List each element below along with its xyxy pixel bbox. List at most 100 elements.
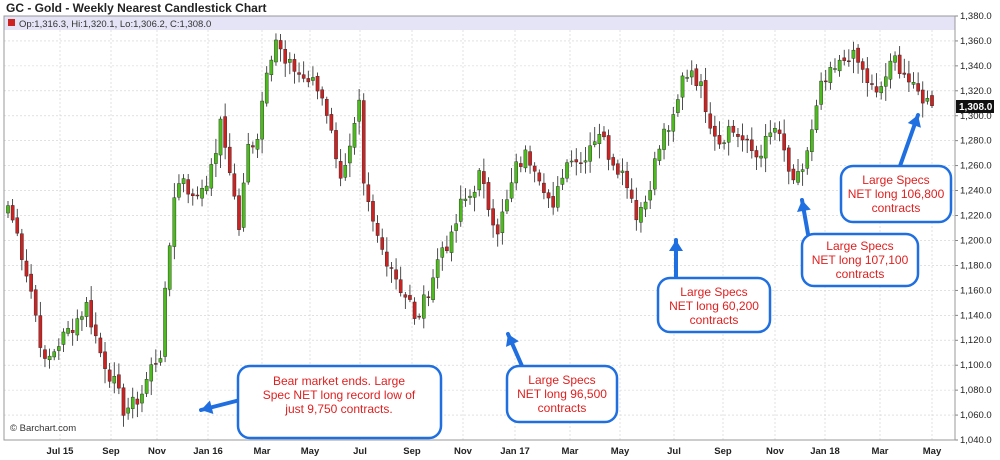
candle-body (107, 369, 112, 382)
candle-body (773, 128, 777, 133)
y-tick-label: 1,200.0 (960, 235, 992, 246)
candle-body (634, 200, 639, 221)
candle-body (731, 125, 736, 133)
candle-body (454, 223, 458, 231)
candle-body (200, 188, 204, 199)
candle-body (620, 170, 625, 173)
candle-body (154, 363, 158, 365)
candle-body (190, 193, 195, 197)
candle-body (357, 99, 361, 122)
candle-body (232, 173, 237, 197)
candle-body (394, 269, 398, 280)
candle-body (426, 296, 431, 298)
y-tick-label: 1,140.0 (960, 310, 992, 321)
candle-body (837, 59, 842, 72)
candle-body (639, 206, 643, 223)
candle-body (592, 141, 597, 145)
candle-body (602, 131, 606, 138)
annotation-box (505, 364, 619, 424)
annotation-box (800, 232, 920, 288)
annotation-line: NET long 60,200 (669, 299, 759, 313)
candle-body (140, 393, 144, 404)
candle-body (671, 114, 676, 132)
candle-body (241, 182, 246, 228)
candle-body (754, 150, 759, 158)
x-tick-label: Jul 15 (47, 446, 75, 457)
candle-body (366, 184, 371, 202)
y-axis: 1,040.0 1,060.0 1,080.0 1,100.0 1,120.0 1,140… (955, 11, 992, 446)
candle-body (408, 295, 412, 300)
candle-body (851, 49, 856, 59)
candle-body (306, 78, 311, 83)
candle-body (195, 194, 200, 197)
x-tick-label: Nov (148, 446, 167, 457)
candle-body (371, 201, 375, 222)
candle-body (70, 330, 75, 333)
candle-body (283, 49, 288, 64)
candle-body (297, 72, 301, 75)
candle-body (888, 60, 893, 80)
candle-body (500, 211, 505, 233)
candle-body (920, 89, 925, 104)
candle-body (269, 59, 274, 76)
candle-body (856, 47, 860, 63)
candle-body (33, 289, 38, 316)
candle-body (126, 407, 130, 414)
x-tick-label: Mar (562, 446, 579, 457)
candle-body (560, 177, 565, 185)
candle-body (38, 315, 43, 348)
candle-body (172, 197, 177, 247)
candle-body (676, 99, 680, 113)
x-tick-label: Jan 17 (500, 446, 530, 457)
y-tick-label: 1,100.0 (960, 360, 992, 371)
candle-body (509, 182, 514, 199)
candle-body (417, 315, 421, 318)
candle-body (10, 205, 15, 221)
annotation-arrowhead (669, 240, 683, 251)
candle-body (648, 190, 652, 201)
candle-body (597, 134, 602, 144)
annotation-line: NET long 96,500 (517, 387, 607, 401)
candle-body (177, 183, 181, 198)
candle-body (722, 142, 726, 144)
candle-body (657, 148, 662, 161)
candle-body (375, 223, 380, 236)
candle-body (916, 83, 920, 92)
candle-body (537, 172, 542, 182)
annotation-line: Spec NET long record low of (263, 388, 416, 402)
y-tick-label: 1,060.0 (960, 410, 992, 421)
candle-body (227, 146, 232, 173)
candle-body (911, 82, 916, 85)
candle-body (144, 379, 149, 394)
candle-body (343, 165, 348, 178)
y-tick-label: 1,240.0 (960, 186, 992, 197)
x-tick-label: Sep (403, 446, 421, 457)
candle-body (828, 67, 833, 83)
candle-body (20, 233, 24, 260)
candle-body (616, 163, 620, 175)
candle-body (117, 374, 121, 389)
candle-body (274, 39, 278, 63)
candle-body (625, 170, 629, 189)
candle-body (324, 98, 329, 116)
plot-frame (3, 15, 956, 441)
x-tick-label: May (611, 446, 630, 457)
candle-body (52, 351, 56, 358)
candle-body (15, 217, 20, 234)
candle-body (505, 199, 509, 212)
annotation-line: NET long 106,800 (848, 187, 945, 201)
candle-body (255, 139, 260, 150)
candle-body (689, 70, 694, 78)
annotation-line: contracts (872, 201, 921, 215)
candle-body (403, 294, 408, 298)
candle-body (435, 259, 440, 278)
candle-body (736, 134, 740, 137)
x-tick-label: May (301, 446, 320, 457)
annotation-line: Large Specs (862, 173, 929, 187)
candle-body (458, 198, 463, 222)
candle-body (149, 364, 154, 382)
candle-body (662, 128, 666, 150)
candle-body (292, 59, 297, 72)
candle-body (699, 81, 703, 86)
